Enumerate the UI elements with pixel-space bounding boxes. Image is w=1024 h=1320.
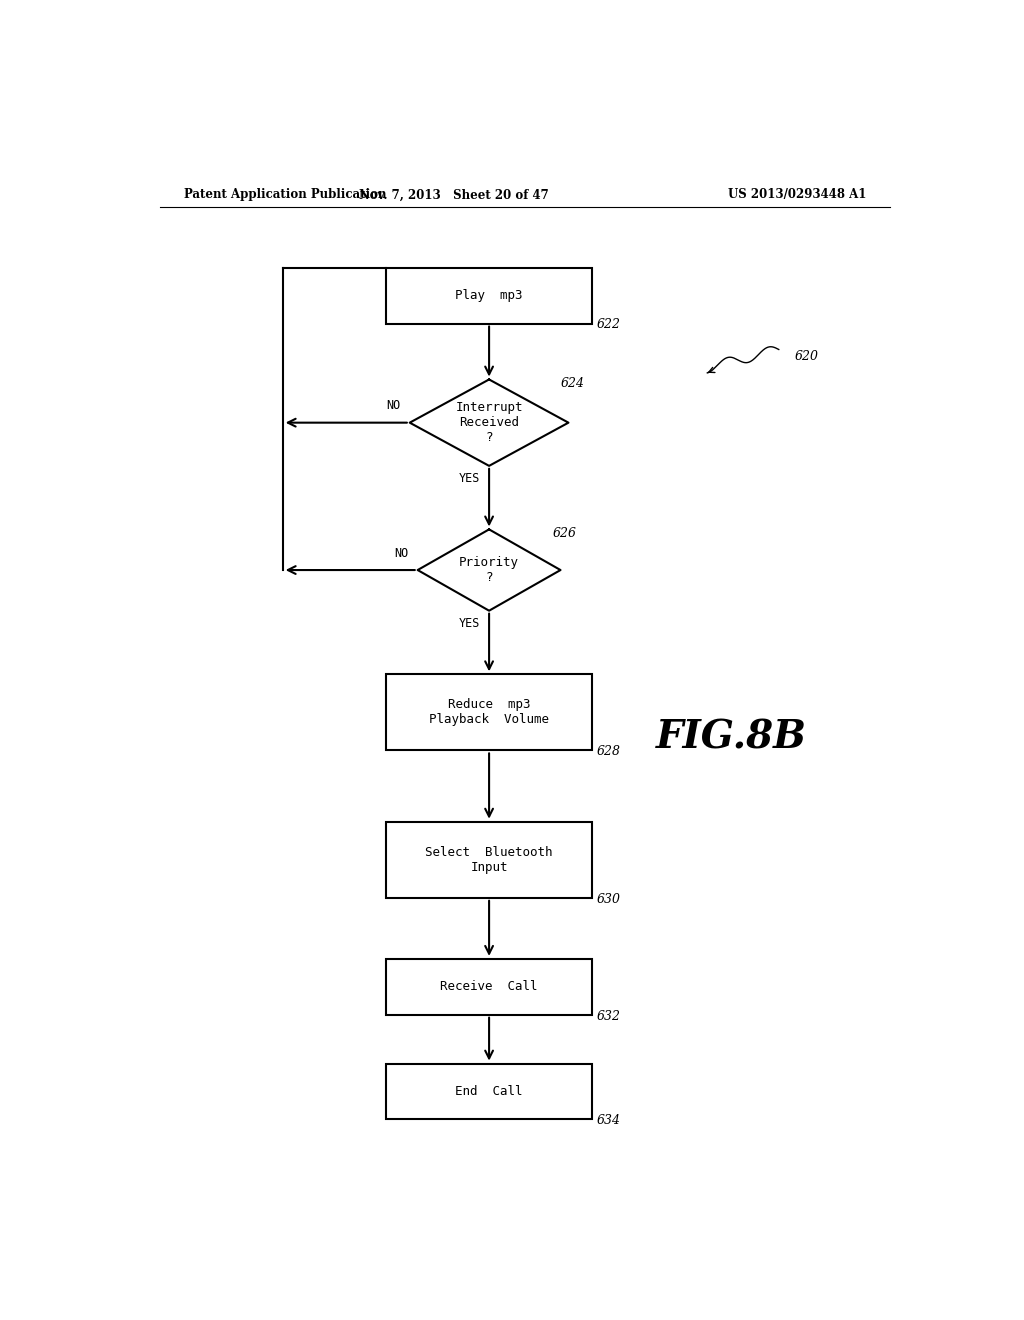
Text: YES: YES: [459, 616, 480, 630]
Text: 634: 634: [596, 1114, 621, 1127]
Text: Interrupt
Received
?: Interrupt Received ?: [456, 401, 523, 444]
Text: 632: 632: [596, 1010, 621, 1023]
FancyBboxPatch shape: [386, 268, 592, 323]
Polygon shape: [410, 379, 568, 466]
Text: Nov. 7, 2013   Sheet 20 of 47: Nov. 7, 2013 Sheet 20 of 47: [358, 189, 548, 202]
Text: 630: 630: [596, 892, 621, 906]
Text: Receive  Call: Receive Call: [440, 981, 538, 993]
Text: NO: NO: [394, 546, 409, 560]
Text: Select  Bluetooth
Input: Select Bluetooth Input: [425, 846, 553, 874]
Text: 624: 624: [560, 378, 585, 391]
Text: 626: 626: [553, 528, 577, 540]
Text: YES: YES: [459, 473, 480, 486]
Text: NO: NO: [387, 400, 401, 412]
FancyBboxPatch shape: [386, 958, 592, 1015]
Text: FIG.8B: FIG.8B: [655, 719, 807, 756]
Text: 628: 628: [596, 746, 621, 759]
Text: Patent Application Publication: Patent Application Publication: [183, 189, 386, 202]
Text: US 2013/0293448 A1: US 2013/0293448 A1: [728, 189, 866, 202]
Polygon shape: [418, 529, 560, 611]
FancyBboxPatch shape: [386, 675, 592, 751]
FancyBboxPatch shape: [386, 821, 592, 898]
Text: 622: 622: [596, 318, 621, 331]
Text: Reduce  mp3
Playback  Volume: Reduce mp3 Playback Volume: [429, 698, 549, 726]
Text: Priority
?: Priority ?: [459, 556, 519, 583]
Text: End  Call: End Call: [456, 1085, 523, 1098]
Text: Play  mp3: Play mp3: [456, 289, 523, 302]
Text: 620: 620: [795, 350, 818, 363]
FancyBboxPatch shape: [386, 1064, 592, 1119]
